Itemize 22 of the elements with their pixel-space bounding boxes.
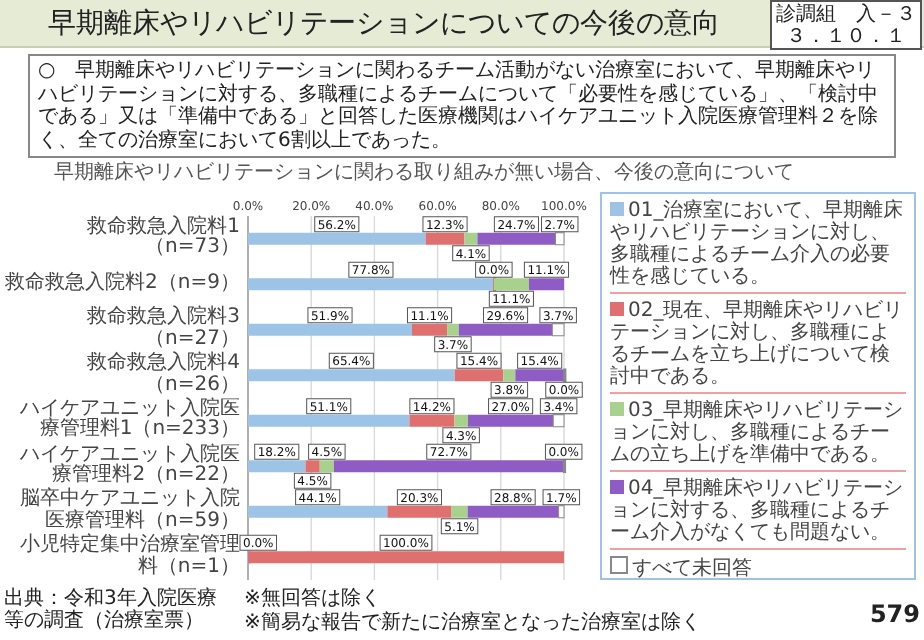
legend-label: すべて未回答 (630, 556, 754, 584)
legend-label: 04_早期離床やリハビリテーションに対する、多職種によるチーム介入がなくても問題ない。 (610, 478, 906, 550)
legend-label: 02_現在、早期離床やリハビリテーションに対し、多職種によるチームを立ち上げについて検討中である。 (610, 300, 906, 394)
source-note: 出典：令和3年入院医療等の調査（治療室票） (4, 588, 219, 632)
y-tick-label: 救命救急入院料3（n=27） (85, 306, 240, 351)
legend-label: 03_早期離床やリハビリテーションに対し、多職種によるチームの立ち上げを準備中である。 (610, 400, 906, 472)
y-tick-label: 救命救急入院料4（n=26） (85, 352, 240, 397)
legend-label: 01_治療室において、早期離床やリハビリテーションに対し、多職種によるチーム介入の必要性を感じている。 (610, 200, 906, 294)
y-tick-label: 脳卒中ケアユニット入院医療管理料（n=59） (18, 488, 240, 533)
text: ３．１０．１ (770, 26, 922, 50)
text: 579 (867, 600, 920, 628)
text: ※無回答は除く (244, 588, 383, 610)
y-tick-label: ハイケアユニット入院医療管理料1（n=233） (18, 397, 240, 443)
chart-subtitle: ○ 早期離床やリハビリテーションに関わるチーム活動がない治療室において、早期離床やリハビリテーションに対する、多職種によるチームについて「必要性を感じている」、「検討中である」又は「準備中である」と回答した医療機関はハイケアユニット入院医療管理料２を除く、全ての治療室において6割以上であった。 (28, 54, 896, 158)
text: 早期離床やリハビリテーションに関わる取り組みが無い場合、今後の意向について (52, 162, 796, 186)
chart-title: 早期離床やリハビリテーションについての今後の意向 (46, 6, 722, 44)
y-tick-label: 小児特定集中治療室管理料（n=1） (18, 534, 240, 580)
y-tick-label: 救命救急入院料2（n=9） (4, 269, 240, 298)
text: ※簡易な報告で新たに治療室となった治療室は除く (244, 612, 703, 634)
y-tick-label: ハイケアユニット入院医療管理料2（n=22） (18, 443, 240, 487)
y-tick-label: 救命救急入院料1（n=73） (85, 215, 240, 262)
text: 診調組 入－３ (770, 0, 922, 26)
